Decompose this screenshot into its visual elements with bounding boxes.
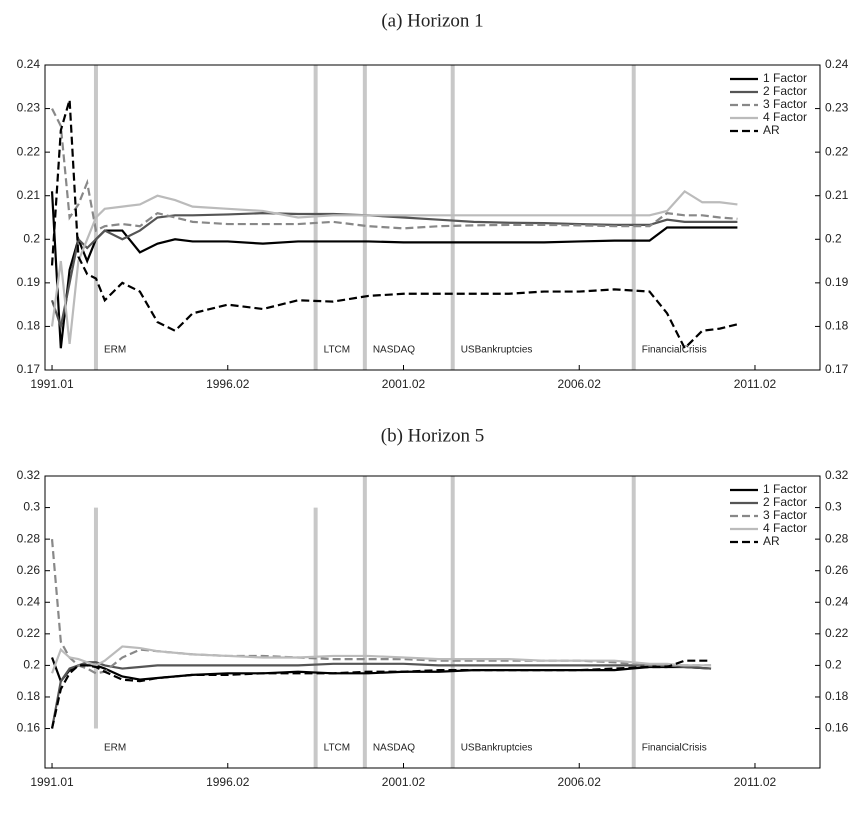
event-label: USBankruptcies	[461, 743, 533, 754]
legend-label: 4 Factor	[763, 521, 807, 535]
y-tick-label: 0.19	[17, 275, 41, 289]
event-label: USBankruptcies	[461, 345, 533, 356]
y-tick-label: 0.22	[17, 144, 41, 158]
series-line	[50, 99, 738, 351]
x-tick-label: 2006.02	[558, 775, 602, 789]
event-label: FinancialCrisis	[642, 743, 707, 754]
y2-tick-label: 0.18	[825, 319, 849, 333]
y2-tick-label: 0.28	[825, 531, 849, 545]
x-tick-label: 2011.02	[734, 775, 777, 789]
series-line	[50, 191, 738, 349]
panel: (b) Horizon 5 ERM LTCM NASDAQ USBankruptcies…	[17, 425, 849, 789]
y2-tick-label: 0.16	[825, 721, 849, 735]
x-tick-label: 1996.02	[206, 377, 250, 391]
series-line	[51, 108, 738, 233]
x-tick-label: 2006.02	[558, 377, 602, 391]
series-line	[50, 659, 712, 729]
y2-tick-label: 0.22	[825, 144, 849, 158]
x-tick-label: 1991.01	[30, 775, 74, 789]
legend-label: 3 Factor	[763, 97, 807, 111]
y2-tick-label: 0.18	[825, 689, 849, 703]
series-line	[50, 189, 738, 344]
y-tick-label: 0.28	[17, 531, 41, 545]
event-label: LTCM	[324, 743, 350, 754]
legend-label: 4 Factor	[763, 110, 807, 124]
event-label: FinancialCrisis	[642, 345, 707, 356]
y-tick-label: 0.21	[17, 188, 41, 202]
y2-tick-label: 0.21	[825, 188, 849, 202]
y-tick-label: 0.16	[17, 721, 41, 735]
series-line	[50, 645, 712, 674]
y-tick-label: 0.26	[17, 563, 41, 577]
x-tick-label: 2011.02	[734, 377, 777, 391]
event-label: ERM	[104, 743, 126, 754]
y-tick-label: 0.2	[23, 231, 40, 245]
legend-label: 2 Factor	[763, 84, 807, 98]
y-tick-label: 0.22	[17, 626, 41, 640]
y-tick-label: 0.24	[17, 594, 41, 608]
y2-tick-label: 0.2	[825, 231, 842, 245]
plot-frame	[44, 64, 821, 371]
y-tick-label: 0.2	[23, 658, 40, 672]
y2-tick-label: 0.24	[825, 594, 849, 608]
chart-title: (a) Horizon 1	[381, 10, 483, 31]
y-tick-label: 0.17	[17, 362, 41, 376]
x-tick-label: 1991.01	[30, 377, 74, 391]
y2-tick-label: 0.19	[825, 275, 849, 289]
y-tick-label: 0.24	[17, 57, 41, 71]
y2-tick-label: 0.26	[825, 563, 849, 577]
x-tick-label: 2001.02	[382, 377, 426, 391]
plot-frame	[44, 475, 821, 769]
y2-tick-label: 0.24	[825, 57, 849, 71]
y-tick-label: 0.18	[17, 689, 41, 703]
y-tick-label: 0.32	[17, 468, 41, 482]
event-label: NASDAQ	[373, 743, 415, 754]
legend-label: AR	[763, 123, 780, 137]
legend-label: 1 Factor	[763, 482, 807, 496]
panel: (a) Horizon 1 ERM LTCM NASDAQ USBankruptcies…	[17, 10, 849, 391]
chart-title: (b) Horizon 5	[381, 425, 484, 446]
event-label: ERM	[104, 345, 126, 356]
legend-label: 2 Factor	[763, 495, 807, 509]
y2-tick-label: 0.2	[825, 658, 842, 672]
y2-tick-label: 0.23	[825, 101, 849, 115]
legend-label: AR	[763, 534, 780, 548]
legend-label: 3 Factor	[763, 508, 807, 522]
event-label: NASDAQ	[373, 345, 415, 356]
y2-tick-label: 0.3	[825, 500, 842, 514]
y2-tick-label: 0.22	[825, 626, 849, 640]
y-tick-label: 0.3	[23, 500, 40, 514]
y2-tick-label: 0.32	[825, 468, 849, 482]
series-line	[50, 657, 712, 684]
event-label: LTCM	[324, 345, 350, 356]
x-tick-label: 1996.02	[206, 775, 250, 789]
y-tick-label: 0.18	[17, 319, 41, 333]
series-line	[50, 539, 712, 675]
y-tick-label: 0.23	[17, 101, 41, 115]
legend-label: 1 Factor	[763, 71, 807, 85]
y2-tick-label: 0.17	[825, 362, 849, 376]
x-tick-label: 2001.02	[382, 775, 426, 789]
